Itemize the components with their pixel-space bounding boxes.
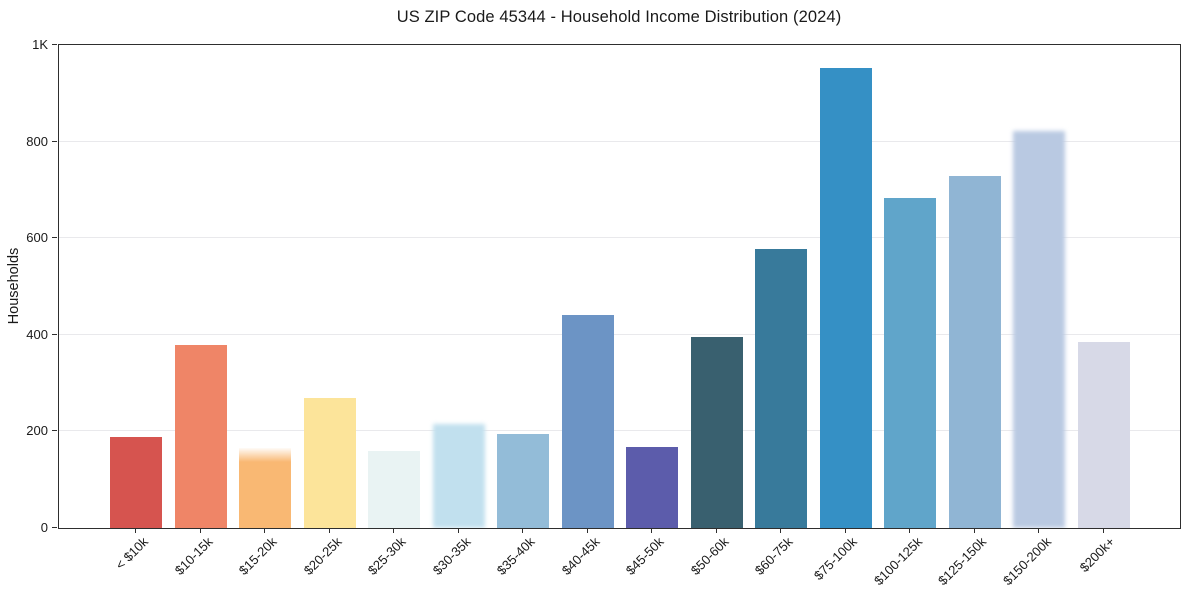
x-tick-label-7: $40-45k	[558, 534, 603, 578]
x-tick-label-5: $30-35k	[429, 534, 474, 578]
x-tick-mark-8	[651, 528, 652, 533]
bar-25-30k	[368, 450, 420, 528]
x-tick-label-13: $125-150k	[935, 534, 990, 589]
x-tick-mark-5	[457, 528, 459, 533]
y-tick-mark-800	[52, 140, 57, 142]
x-tick-mark-3	[328, 528, 330, 533]
x-tick-mark-0	[135, 528, 136, 533]
gridline-y-400	[59, 333, 1180, 335]
x-tick-label-3: $20-25k	[300, 534, 345, 578]
bar-45-50k	[626, 446, 678, 528]
bar-50-60k	[690, 337, 743, 528]
x-tick-label-2: $15-20k	[235, 534, 280, 578]
x-tick-label-0: < $10k	[112, 534, 151, 573]
y-tick-mark-0	[52, 527, 57, 528]
y-tick-label-0: 0	[40, 520, 48, 535]
y-tick-label-200: 200	[26, 423, 48, 439]
x-tick-mark-11	[844, 528, 846, 533]
bar-60-75k	[755, 249, 807, 528]
x-tick-label-8: $45-50k	[622, 534, 667, 578]
x-tick-label-10: $60-75k	[751, 534, 796, 578]
x-tick-mark-10	[780, 528, 781, 533]
y-tick-label-800: 800	[26, 133, 48, 149]
chart-title: US ZIP Code 45344 - Household Income Dis…	[396, 8, 842, 26]
y-tick-mark-1K	[52, 44, 57, 45]
x-tick-mark-9	[715, 528, 717, 533]
x-tick-label-14: $150-200k	[999, 534, 1054, 589]
y-tick-mark-400	[52, 333, 57, 335]
x-tick-mark-4	[393, 528, 394, 533]
gridline-y-800	[59, 140, 1180, 142]
x-tick-mark-13	[973, 528, 975, 533]
x-tick-mark-14	[1038, 528, 1039, 533]
bar-125-150k	[948, 176, 1001, 528]
bar-15-20k	[239, 448, 291, 528]
x-tick-mark-15	[1102, 528, 1104, 533]
x-tick-mark-6	[522, 528, 523, 533]
x-tick-mark-2	[264, 528, 265, 533]
y-tick-label-1K: 1K	[32, 37, 48, 52]
x-tick-label-4: $25-30k	[364, 534, 409, 578]
bar-75-100k	[819, 68, 872, 528]
y-tick-mark-600	[52, 237, 57, 239]
plot-area	[58, 44, 1181, 529]
x-tick-label-11: $75-100k	[811, 534, 861, 583]
x-tick-label-12: $100-125k	[870, 534, 925, 589]
x-tick-mark-7	[586, 528, 588, 533]
gridline-y-600	[59, 237, 1180, 239]
x-tick-label-15: $200k+	[1077, 534, 1119, 576]
bar-30-35k	[432, 424, 485, 528]
x-tick-label-9: $50-60k	[687, 534, 732, 578]
bar-10-15k	[174, 345, 227, 528]
x-tick-mark-12	[909, 528, 910, 533]
bar-10k	[110, 437, 162, 528]
y-tick-mark-200	[52, 430, 57, 432]
gridline-y-200	[59, 430, 1180, 432]
bar-40-45k	[561, 315, 614, 528]
bar-200k	[1077, 342, 1130, 528]
bar-35-40k	[497, 433, 549, 528]
bar-100-125k	[884, 198, 936, 528]
y-tick-label-400: 400	[26, 326, 48, 342]
bar-150-200k	[1013, 130, 1065, 528]
x-tick-label-1: $10-15k	[171, 534, 216, 578]
x-tick-label-6: $35-40k	[493, 534, 538, 578]
y-tick-label-600: 600	[26, 230, 48, 246]
x-tick-mark-1	[199, 528, 201, 533]
bar-20-25k	[303, 397, 356, 528]
